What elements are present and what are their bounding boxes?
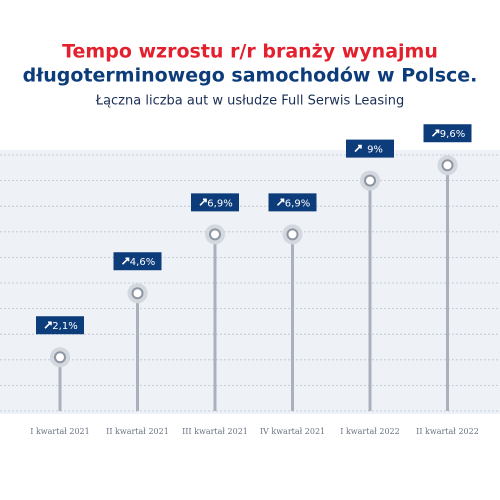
x-tick-label: I kwartał 2022	[340, 427, 399, 436]
value-label-box	[268, 193, 317, 212]
plot-background	[0, 150, 500, 414]
value-label-box	[113, 252, 162, 271]
arrow-icon	[199, 198, 207, 206]
dot	[441, 159, 454, 172]
x-tick-label: IV kwartał 2021	[260, 427, 325, 436]
dot	[286, 228, 299, 241]
x-tick-label: I kwartał 2021	[30, 427, 89, 436]
arrow-icon	[276, 198, 285, 206]
dot	[364, 174, 376, 187]
value-label: 6,9%	[285, 198, 310, 209]
value-label-box	[191, 193, 239, 212]
arrow-icon	[354, 144, 362, 153]
value-label: 6,9%	[207, 198, 232, 209]
arrow-icon	[121, 257, 130, 265]
chart-subtitle: Łączna liczba aut w usłudze Full Serwis …	[95, 94, 404, 109]
arrow-icon	[44, 321, 52, 329]
x-tick-label: II kwartał 2021	[106, 427, 169, 436]
value-label: 9,6%	[440, 129, 465, 140]
chart-title-line2: długoterminowego samochodów w Polsce.	[23, 65, 478, 87]
dot	[209, 228, 221, 241]
value-label: 9%	[367, 145, 383, 156]
value-label-box	[423, 124, 472, 143]
dot	[131, 287, 144, 300]
x-tick-label: II kwartał 2022	[416, 427, 479, 436]
value-label: 4,6%	[130, 257, 155, 268]
arrow-icon	[431, 129, 440, 137]
value-label: 2,1%	[52, 321, 77, 332]
x-tick-label: III kwartał 2021	[182, 427, 248, 436]
value-label-box	[36, 316, 84, 335]
dot	[54, 351, 66, 364]
value-label-box	[346, 139, 394, 158]
chart-title: Tempo wzrostu r/r branży wynajmu	[62, 41, 438, 63]
